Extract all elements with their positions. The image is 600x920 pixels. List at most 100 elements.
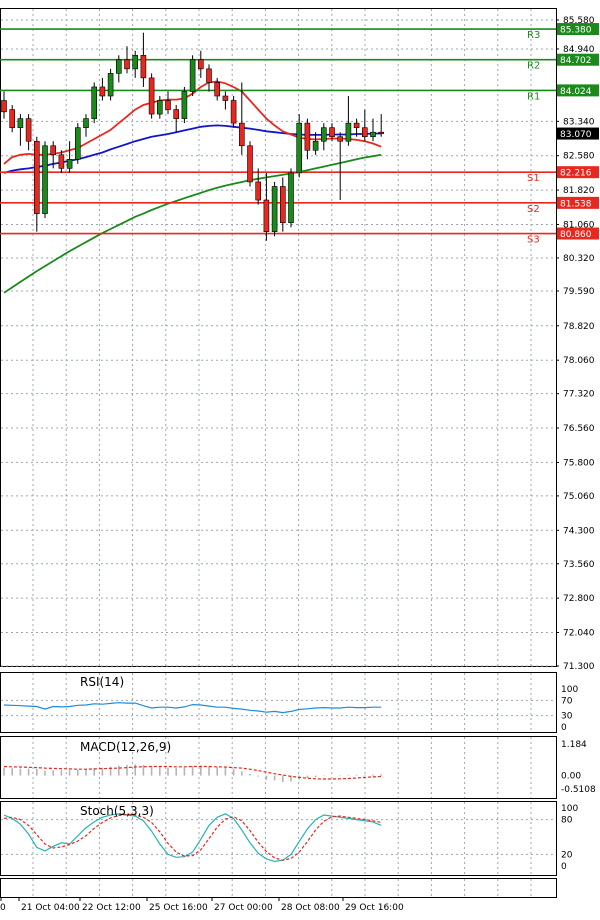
x-axis-label: 25 Oct 16:00 bbox=[149, 903, 208, 913]
candle-body bbox=[279, 186, 286, 223]
price-tick-label: 72.040 bbox=[563, 629, 595, 639]
level-value-r1: 84.024 bbox=[560, 87, 592, 97]
candle-body bbox=[116, 59, 122, 74]
candle-body bbox=[337, 136, 344, 142]
level-tag-s2 bbox=[557, 196, 599, 209]
level-value-s3: 80.860 bbox=[560, 230, 592, 240]
candle-body bbox=[353, 122, 360, 128]
candle-body bbox=[255, 181, 261, 201]
macd-tick-label: 0.00 bbox=[561, 772, 581, 782]
candle-body bbox=[361, 127, 368, 138]
candle-body bbox=[91, 86, 97, 119]
price-tick-label: 74.300 bbox=[563, 526, 595, 536]
candle-body bbox=[312, 140, 319, 151]
candle-body bbox=[33, 140, 40, 214]
candle-body bbox=[99, 86, 106, 97]
price-tick-label: 79.590 bbox=[563, 287, 595, 297]
price-tick-label: 84.940 bbox=[563, 45, 595, 55]
candle-body bbox=[140, 54, 147, 79]
level-value-s1: 82.216 bbox=[560, 169, 592, 179]
macd-tick-label: -0.5108 bbox=[561, 785, 596, 795]
level-label-r1: R1 bbox=[527, 91, 540, 102]
candle-body bbox=[124, 59, 130, 70]
level-label-r3: R3 bbox=[527, 30, 540, 41]
candle-body bbox=[9, 109, 15, 128]
candle-body bbox=[83, 118, 89, 128]
candle-body bbox=[107, 73, 114, 97]
level-value-r2: 84.702 bbox=[560, 56, 592, 66]
price-tick-label: 83.340 bbox=[563, 117, 595, 127]
level-value-r3: 85.380 bbox=[560, 26, 592, 36]
candle-body bbox=[206, 68, 212, 83]
candle-body bbox=[370, 131, 376, 138]
candle-body bbox=[378, 131, 385, 134]
rsi-tick-label: 30 bbox=[561, 712, 573, 722]
level-tag-r3 bbox=[557, 23, 599, 36]
candle-body bbox=[288, 172, 294, 223]
panel-frame-blank bbox=[0, 878, 557, 898]
current-price-tag bbox=[557, 127, 599, 140]
x-axis-label: 21 Oct 04:00 bbox=[21, 903, 80, 913]
price-tick-label: 81.060 bbox=[563, 220, 595, 230]
candle-body bbox=[329, 127, 335, 138]
candle-body bbox=[173, 109, 179, 119]
candle-body bbox=[230, 100, 237, 124]
price-tick-label: 76.560 bbox=[563, 424, 595, 434]
rsi-tick-label: 100 bbox=[561, 685, 578, 695]
panel-frame-price bbox=[0, 8, 557, 667]
stoch-tick-label: 80 bbox=[561, 816, 573, 826]
price-tick-label: 72.800 bbox=[563, 594, 595, 604]
price-tick-label: 78.060 bbox=[563, 356, 595, 366]
current-price-value: 83.070 bbox=[560, 130, 592, 140]
candle-body bbox=[42, 145, 48, 214]
panel-frame-macd bbox=[0, 736, 557, 799]
macd-title: MACD(12,26,9) bbox=[80, 740, 171, 754]
x-axis-label: 28 Oct 08:00 bbox=[281, 903, 340, 913]
candle-body bbox=[50, 145, 57, 156]
panel-frame-stoch bbox=[0, 801, 557, 876]
candle-body bbox=[296, 122, 303, 174]
candle-body bbox=[66, 159, 73, 169]
candle-body bbox=[181, 91, 188, 119]
macd-tick-label: 1.184 bbox=[561, 740, 587, 750]
level-label-s3: S3 bbox=[527, 235, 540, 246]
candle-body bbox=[157, 100, 163, 115]
candle-body bbox=[345, 122, 352, 142]
candle-body bbox=[165, 100, 171, 110]
price-tick-label: 85.580 bbox=[563, 16, 595, 26]
panel-frame-rsi bbox=[0, 672, 557, 733]
stoch-title: Stoch(5,3,3) bbox=[80, 804, 154, 818]
candle-body bbox=[75, 127, 81, 160]
price-tick-label: 82.580 bbox=[563, 152, 595, 162]
price-tick-label: 71.300 bbox=[563, 662, 595, 672]
x-axis-label: 29 Oct 16:00 bbox=[345, 903, 404, 913]
x-axis-label: 22 Oct 12:00 bbox=[82, 903, 141, 913]
rsi-line bbox=[3, 702, 382, 714]
candle-body bbox=[263, 199, 270, 233]
level-tag-r2 bbox=[557, 53, 599, 66]
candle-body bbox=[214, 82, 220, 97]
x-axis-label: 0 bbox=[0, 903, 6, 913]
ma-slow-line bbox=[3, 153, 382, 294]
rsi-tick-label: 70 bbox=[561, 696, 573, 706]
level-value-s2: 81.538 bbox=[560, 199, 592, 209]
level-tag-r1 bbox=[557, 84, 599, 97]
x-axis-label: 27 Oct 00:00 bbox=[214, 903, 273, 913]
stoch-tick-label: 100 bbox=[561, 804, 578, 814]
candle-body bbox=[17, 118, 24, 128]
candle-body bbox=[148, 77, 155, 115]
level-tag-s1 bbox=[557, 166, 599, 179]
candle-body bbox=[189, 59, 196, 92]
candle-body bbox=[271, 186, 278, 233]
level-tag-s3 bbox=[557, 227, 599, 240]
rsi-title: RSI(14) bbox=[80, 675, 124, 689]
candle-body bbox=[198, 59, 204, 70]
macd-signal-line bbox=[3, 765, 382, 780]
stoch-signal-line bbox=[3, 813, 382, 861]
price-tick-label: 80.320 bbox=[563, 254, 595, 264]
candle-body bbox=[304, 122, 311, 151]
rsi-tick-label: 0 bbox=[561, 723, 567, 733]
stoch-main-line bbox=[3, 813, 382, 863]
candle-body bbox=[247, 145, 253, 183]
